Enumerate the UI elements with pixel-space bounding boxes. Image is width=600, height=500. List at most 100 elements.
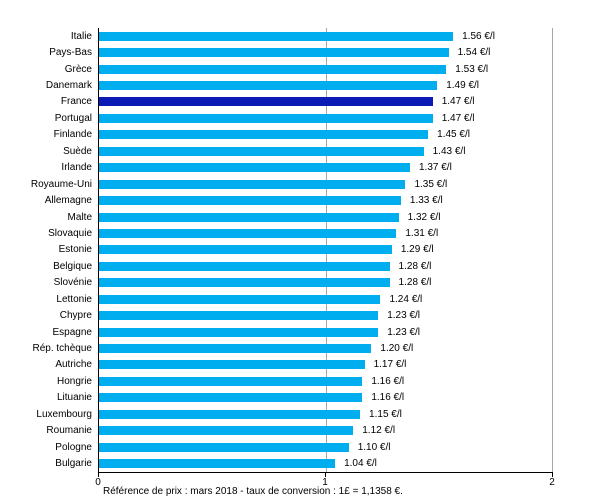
bar-row: 1.31 €/l: [99, 225, 553, 241]
category-label: Roumanie: [46, 425, 92, 437]
bar-row: 1.47 €/l: [99, 94, 553, 110]
plot-area: 1.56 €/l 1.54 €/l 1.53 €/l 1.49 €/l 1.47 €/l…: [98, 28, 553, 473]
bar: [99, 409, 361, 419]
x-axis-tick-1: [325, 473, 326, 477]
category-label: Danemark: [45, 80, 92, 92]
gridline-x2: [552, 28, 553, 472]
bar-row: 1.37 €/l: [99, 160, 553, 176]
category-label: Malte: [67, 211, 92, 223]
category-label: Pologne: [55, 441, 92, 453]
category-label: Pays-Bas: [49, 47, 92, 59]
value-label: 1.56 €/l: [462, 30, 495, 42]
bar-row: 1.04 €/l: [99, 455, 553, 471]
category-label: Rép. tchèque: [32, 343, 93, 355]
bar-row: 1.16 €/l: [99, 373, 553, 389]
value-label: 1.04 €/l: [344, 458, 377, 470]
category-label: Hongrie: [56, 375, 92, 387]
category-label: Slovaquie: [48, 227, 92, 239]
bar: [99, 64, 447, 74]
x-axis-tick-label-2: 2: [549, 477, 555, 488]
category-label: Bulgarie: [55, 458, 92, 470]
bar-row: 1.45 €/l: [99, 127, 553, 143]
bar: [99, 426, 354, 436]
bar: [99, 376, 363, 386]
x-axis-tick-label-0: 0: [95, 477, 101, 488]
bar-row: 1.16 €/l: [99, 390, 553, 406]
bar: [99, 31, 454, 41]
bar: [99, 245, 392, 255]
category-label: Royaume-Uni: [30, 178, 92, 190]
chart-footnote: Référence de prix : mars 2018 - taux de …: [103, 486, 403, 497]
category-label: Autriche: [55, 359, 92, 371]
value-label: 1.16 €/l: [371, 375, 405, 387]
bar: [99, 179, 406, 189]
value-label: 1.10 €/l: [357, 441, 391, 453]
bar: [99, 311, 379, 321]
x-axis-tick-label-1: 1: [322, 477, 328, 488]
bar-row: 1.23 €/l: [99, 324, 553, 340]
category-label: Belgique: [53, 260, 92, 272]
bar-row: 1.17 €/l: [99, 357, 553, 373]
category-label: Chypre: [59, 310, 92, 322]
bar-row: 1.33 €/l: [99, 192, 553, 208]
bar-highlighted: [99, 97, 433, 107]
value-label: 1.49 €/l: [446, 80, 480, 92]
value-label: 1.35 €/l: [414, 178, 448, 190]
bar-row: 1.12 €/l: [99, 423, 553, 439]
value-label: 1.24 €/l: [389, 293, 423, 305]
bar-row: 1.32 €/l: [99, 209, 553, 225]
bar: [99, 146, 424, 156]
value-label: 1.23 €/l: [387, 310, 421, 322]
bar-row: 1.43 €/l: [99, 143, 553, 159]
bar: [99, 212, 399, 222]
bar: [99, 360, 365, 370]
category-labels: Italie Pays-Bas Grèce Danemark France Portuga…: [0, 28, 92, 472]
value-label: 1.54 €/l: [457, 47, 491, 59]
category-label: Espagne: [52, 326, 92, 338]
category-label: Luxembourg: [36, 408, 92, 420]
bar: [99, 163, 410, 173]
category-label: Slovénie: [53, 277, 92, 289]
bar: [99, 344, 372, 354]
category-label: Allemagne: [44, 195, 92, 207]
bar-row: 1.53 €/l: [99, 61, 553, 77]
bar-row: 1.56 €/l: [99, 28, 553, 44]
value-label: 1.28 €/l: [398, 260, 432, 272]
bar-row: 1.47 €/l: [99, 110, 553, 126]
bar-row: 1.23 €/l: [99, 307, 553, 323]
bar: [99, 459, 336, 469]
category-label: Lituanie: [56, 392, 92, 404]
category-label: Italie: [70, 30, 92, 42]
bar-row: 1.35 €/l: [99, 176, 553, 192]
value-label: 1.29 €/l: [400, 244, 434, 256]
bar: [99, 113, 433, 123]
category-label: Portugal: [54, 112, 92, 124]
bar-row: 1.10 €/l: [99, 439, 553, 455]
category-label: France: [60, 96, 92, 108]
bar: [99, 81, 438, 91]
bar-row: 1.54 €/l: [99, 44, 553, 60]
category-label: Estonie: [58, 244, 92, 256]
bar-row: 1.28 €/l: [99, 258, 553, 274]
bar-row: 1.28 €/l: [99, 275, 553, 291]
value-label: 1.45 €/l: [437, 129, 470, 141]
bar: [99, 228, 397, 238]
value-label: 1.47 €/l: [441, 112, 475, 124]
value-label: 1.32 €/l: [407, 211, 441, 223]
bar: [99, 442, 349, 452]
bar-row: 1.29 €/l: [99, 242, 553, 258]
category-label: Irlande: [61, 162, 92, 174]
value-label: 1.16 €/l: [371, 392, 405, 404]
value-label: 1.23 €/l: [387, 326, 421, 338]
category-label: Suède: [63, 145, 92, 157]
bar: [99, 278, 390, 288]
value-label: 1.37 €/l: [418, 162, 452, 174]
bar: [99, 393, 363, 403]
value-label: 1.43 €/l: [432, 145, 466, 157]
value-label: 1.28 €/l: [398, 277, 432, 289]
category-label: Grèce: [64, 63, 92, 75]
value-label: 1.53 €/l: [455, 63, 489, 75]
bar-row: 1.20 €/l: [99, 340, 553, 356]
bar: [99, 327, 379, 337]
